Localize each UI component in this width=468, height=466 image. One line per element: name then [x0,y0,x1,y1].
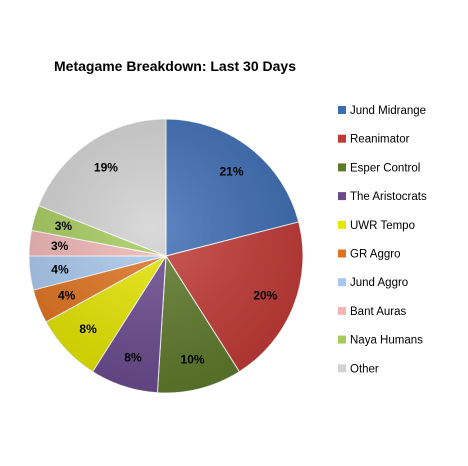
legend-entry-jund-aggro: Jund Aggro [338,277,408,289]
chart-title: Metagame Breakdown: Last 30 Days [54,58,296,74]
legend-swatch-other [338,364,346,373]
legend-entry-gr-aggro: GR Aggro [338,249,401,261]
legend-label-uwr-tempo: UWR Tempo [350,220,415,232]
data-label-uwr-tempo: 8% [79,322,97,336]
legend: Jund Midrange Reanimator Esper Control The … [338,105,427,375]
legend-label-gr-aggro: GR Aggro [350,249,401,261]
legend-entry-bant-auras: Bant Auras [338,306,407,318]
data-label-the-aristocrats: 8% [124,351,142,365]
legend-swatch-jund-midrange [338,106,346,114]
legend-entry-jund-midrange: Jund Midrange [338,105,426,117]
legend-label-esper-control: Esper Control [350,162,420,174]
legend-swatch-jund-aggro [338,278,346,287]
legend-entry-reanimator: Reanimator [338,134,410,146]
data-label-naya-humans: 3% [55,219,73,233]
pie-slices [28,118,304,394]
legend-swatch-bant-auras [338,306,346,315]
legend-label-jund-aggro: Jund Aggro [350,277,408,289]
pie-labels: 21% 20% 10% 8% 8% 4% 4% 3% 3% 19% [51,161,278,367]
legend-swatch-uwr-tempo [338,220,346,229]
data-label-jund-midrange: 21% [219,165,243,179]
legend-swatch-gr-aggro [338,249,346,258]
legend-swatch-the-aristocrats [338,192,346,201]
data-label-gr-aggro: 4% [58,288,76,302]
legend-entry-uwr-tempo: UWR Tempo [338,220,415,232]
legend-entry-naya-humans: Naya Humans [338,335,423,347]
legend-entry-esper-control: Esper Control [338,162,420,174]
data-label-jund-aggro: 4% [51,262,69,276]
data-label-esper-control: 10% [181,353,205,367]
legend-swatch-reanimator [338,134,346,143]
legend-label-reanimator: Reanimator [350,134,410,146]
legend-entry-other: Other [338,363,379,375]
legend-label-the-aristocrats: The Aristocrats [350,191,427,203]
legend-label-jund-midrange: Jund Midrange [350,105,426,117]
legend-swatch-esper-control [338,163,346,172]
legend-label-bant-auras: Bant Auras [350,306,407,318]
legend-entry-the-aristocrats: The Aristocrats [338,191,427,203]
data-label-other: 19% [94,161,118,175]
data-label-bant-auras: 3% [51,239,69,253]
data-label-reanimator: 20% [253,288,277,302]
legend-label-naya-humans: Naya Humans [350,335,423,347]
legend-label-other: Other [350,363,379,375]
legend-swatch-naya-humans [338,335,346,344]
